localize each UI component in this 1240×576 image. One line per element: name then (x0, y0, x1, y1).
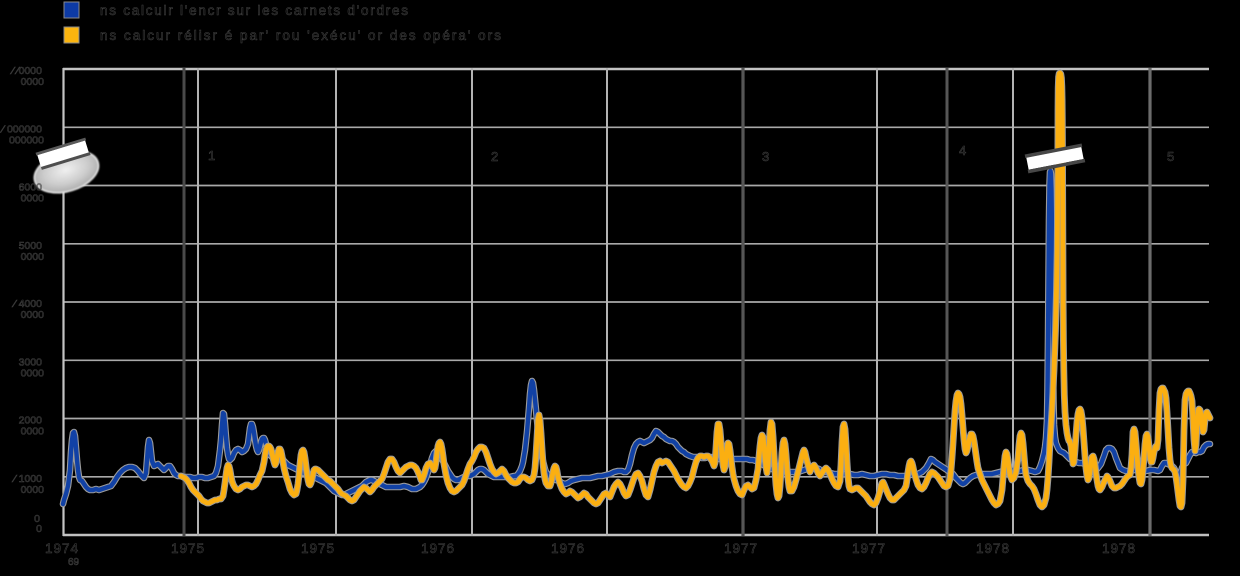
svg-text:1974: 1974 (45, 541, 79, 556)
svg-text:0000: 0000 (21, 367, 45, 379)
svg-text:⁄ ⁄0000: ⁄ ⁄0000 (9, 65, 42, 77)
svg-text:3: 3 (762, 149, 769, 164)
svg-text:3000: 3000 (19, 356, 43, 368)
svg-text:1977: 1977 (852, 541, 886, 556)
svg-text:⁄ 000000: ⁄ 000000 (0, 123, 42, 135)
svg-text:5: 5 (1167, 149, 1174, 164)
svg-text:1976: 1976 (421, 541, 455, 556)
svg-text:⁄ 1000: ⁄ 1000 (11, 473, 42, 485)
svg-text:0: 0 (34, 513, 40, 525)
svg-text:1975: 1975 (171, 541, 205, 556)
svg-text:2000: 2000 (19, 415, 43, 427)
svg-text:1975: 1975 (301, 541, 335, 556)
svg-text:5000: 5000 (19, 240, 43, 252)
svg-text:0000: 0000 (21, 309, 45, 321)
svg-text:1: 1 (208, 148, 215, 163)
svg-text:0000: 0000 (21, 484, 45, 496)
svg-text:0000: 0000 (21, 76, 45, 88)
svg-text:0: 0 (36, 523, 42, 535)
svg-text:⁄ 4000: ⁄ 4000 (11, 298, 42, 310)
svg-text:1978: 1978 (976, 541, 1010, 556)
svg-text:ns calcur rélisr é par' rou 'e: ns calcur rélisr é par' rou 'exécu' or d… (100, 28, 503, 43)
svg-text:0000: 0000 (21, 426, 45, 438)
svg-text:2: 2 (491, 149, 498, 164)
svg-text:0000: 0000 (21, 251, 45, 263)
svg-text:6000: 6000 (19, 182, 43, 194)
svg-text:4: 4 (959, 143, 966, 158)
svg-text:000000: 000000 (9, 134, 44, 146)
svg-text:69: 69 (68, 557, 80, 568)
svg-text:1976: 1976 (551, 541, 585, 556)
svg-text:ns calculr l'encr sur les carn: ns calculr l'encr sur les carnets d'ordr… (100, 3, 410, 18)
svg-text:1977: 1977 (724, 541, 758, 556)
svg-text:1978: 1978 (1102, 541, 1136, 556)
svg-text:0000: 0000 (21, 193, 45, 205)
